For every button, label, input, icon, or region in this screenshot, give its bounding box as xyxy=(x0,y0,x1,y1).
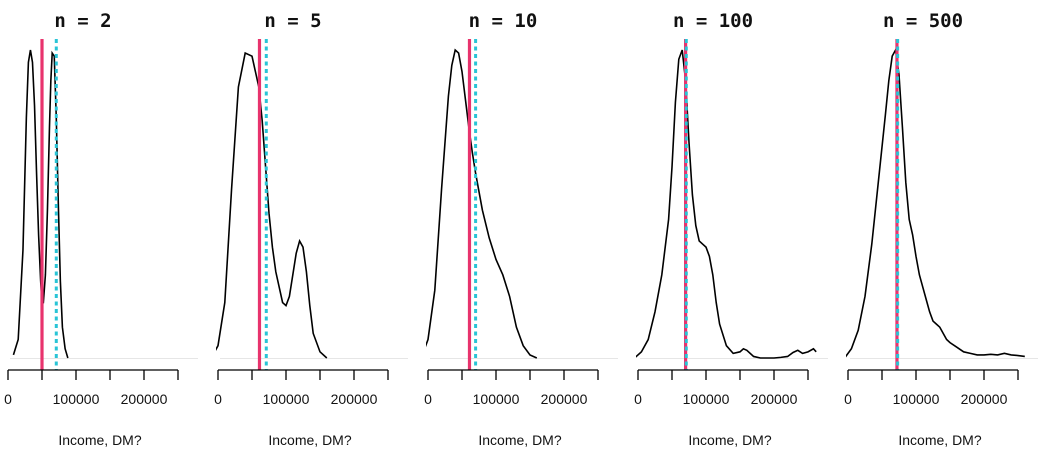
panel-title: n = 5 xyxy=(264,10,321,32)
x-tick-label: 0 xyxy=(214,391,222,407)
x-tick-label: 100000 xyxy=(893,391,940,407)
panel-title: n = 500 xyxy=(883,10,963,32)
x-tick-label: 200000 xyxy=(541,391,588,407)
x-axis-label: Income, DM? xyxy=(58,432,141,448)
x-tick-label: 200000 xyxy=(961,391,1008,407)
x-tick-label: 0 xyxy=(844,391,852,407)
x-tick-label: 200000 xyxy=(751,391,798,407)
x-axis-label: Income, DM? xyxy=(898,432,981,448)
panel-5: n = 500 0 100000 200000 Income, DM? xyxy=(844,10,1038,448)
panel-title: n = 10 xyxy=(469,10,538,32)
x-tick-label: 0 xyxy=(424,391,432,407)
panel-title: n = 100 xyxy=(673,10,753,32)
x-tick-label: 100000 xyxy=(53,391,100,407)
panel-1: n = 2 0 100000 200000 Income, DM? xyxy=(4,10,198,448)
panel-title: n = 2 xyxy=(54,10,111,32)
x-tick-label: 200000 xyxy=(331,391,378,407)
panel-4: n = 100 0 100000 200000 Income, DM? xyxy=(634,10,828,448)
x-tick-label: 0 xyxy=(4,391,12,407)
density-curve xyxy=(216,51,328,359)
x-tick-label: 100000 xyxy=(473,391,520,407)
density-curve xyxy=(636,49,817,359)
x-tick-label: 200000 xyxy=(121,391,168,407)
x-axis-label: Income, DM? xyxy=(268,432,351,448)
density-curve xyxy=(426,48,538,359)
x-axis-label: Income, DM? xyxy=(478,432,561,448)
x-tick-label: 100000 xyxy=(263,391,310,407)
x-axis-label: Income, DM? xyxy=(688,432,771,448)
density-curve xyxy=(846,47,1025,358)
x-tick-label: 100000 xyxy=(683,391,730,407)
panel-3: n = 10 0 100000 200000 Income, DM? xyxy=(424,10,618,448)
x-tick-label: 0 xyxy=(634,391,642,407)
panel-2: n = 5 0 100000 200000 Income, DM? xyxy=(214,10,408,448)
